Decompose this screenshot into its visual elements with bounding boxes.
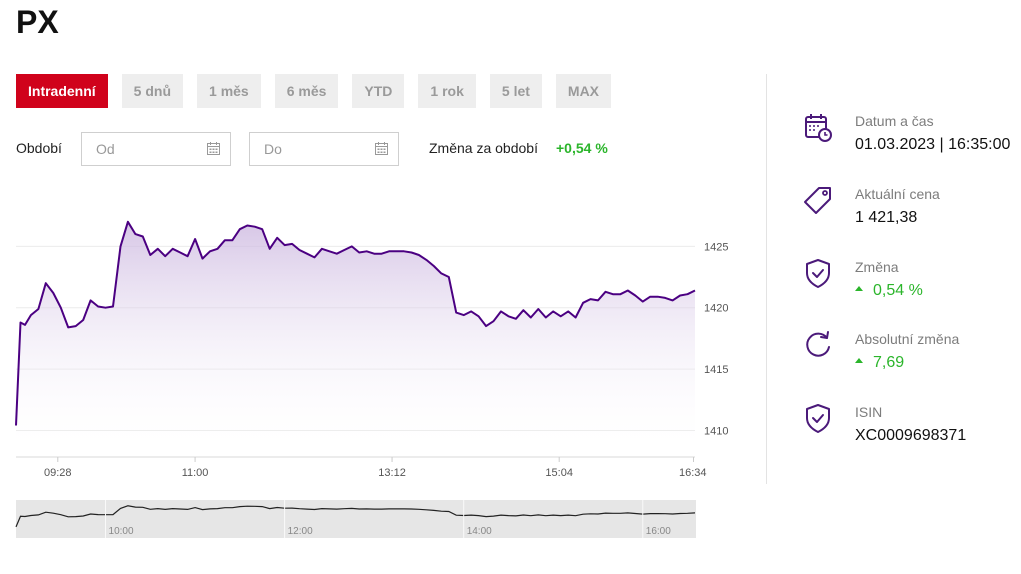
refresh-icon	[806, 331, 830, 357]
date-from-placeholder: Od	[96, 141, 115, 157]
change-value-row: 0,54 %	[855, 282, 923, 300]
period-label: Období	[16, 140, 62, 156]
datetime-label: Datum a čas	[855, 113, 934, 129]
calendar-clock-icon	[805, 114, 832, 142]
isin-value: XC0009698371	[855, 427, 967, 444]
y-axis: 1410 1415 1420 1425	[704, 241, 728, 437]
navigator-tick-label: 12:00	[288, 526, 313, 537]
up-triangle-icon	[855, 358, 863, 364]
y-tick-label: 1425	[704, 241, 728, 253]
price-area	[16, 221, 695, 455]
price-chart[interactable]: 1410 1415 1420 1425 09:28 11:00 13:12 15:04 16:…	[0, 180, 730, 550]
navigator-tick-label: 16:00	[646, 526, 671, 537]
y-tick-label: 1410	[704, 425, 728, 437]
abs-change-label: Absolutní změna	[855, 331, 960, 347]
info-datetime: Datum a čas 01.03.2023 | 16:35:00	[800, 113, 1021, 173]
calendar-icon[interactable]	[207, 142, 220, 155]
navigator-tick-label: 10:00	[109, 526, 134, 537]
panel-divider	[766, 74, 767, 484]
date-from-input[interactable]: Od	[81, 132, 231, 166]
date-to-input[interactable]: Do	[249, 132, 399, 166]
abs-change-value: 7,69	[873, 354, 905, 371]
period-filter: Období Od Do Změna za období +0,54 %	[16, 132, 716, 166]
y-tick-label: 1420	[704, 303, 728, 315]
period-change-label: Změna za období	[429, 140, 538, 156]
x-tick-label: 15:04	[545, 467, 573, 479]
range-navigator[interactable]: 10:00 12:00 14:00 16:00	[15, 500, 696, 538]
price-tag-icon	[804, 187, 831, 214]
y-tick-label: 1415	[704, 364, 728, 376]
price-label: Aktuální cena	[855, 186, 940, 202]
calendar-icon[interactable]	[375, 142, 388, 155]
tab-5-years[interactable]: 5 let	[489, 74, 542, 108]
x-tick-label: 11:00	[182, 467, 209, 479]
tab-5-days[interactable]: 5 dnů	[121, 74, 184, 108]
up-triangle-icon	[855, 286, 863, 292]
navigator-line	[15, 505, 696, 528]
isin-label: ISIN	[855, 404, 883, 420]
datetime-value: 01.03.2023 | 16:35:00	[855, 136, 1011, 153]
change-label: Změna	[855, 259, 899, 275]
tab-1-month[interactable]: 1 měs	[197, 74, 261, 108]
shield-check-icon	[806, 259, 830, 288]
tab-1-year[interactable]: 1 rok	[418, 74, 476, 108]
page-title: PX	[16, 4, 59, 40]
info-price: Aktuální cena 1 421,38	[800, 186, 1021, 246]
tab-ytd[interactable]: YTD	[352, 74, 405, 108]
range-tabs: Intradenní 5 dnů 1 měs 6 měs YTD 1 rok 5…	[16, 74, 612, 108]
tab-6-months[interactable]: 6 měs	[274, 74, 339, 108]
navigator-tick-label: 14:00	[467, 526, 492, 537]
period-change-value: +0,54 %	[556, 140, 608, 156]
shield-check-icon	[806, 404, 830, 433]
x-tick-label: 13:12	[378, 467, 406, 479]
navigator-axis: 10:00 12:00 14:00 16:00	[105, 500, 671, 538]
change-value: 0,54 %	[873, 282, 923, 299]
price-line	[15, 220, 696, 426]
tab-max[interactable]: MAX	[555, 74, 612, 108]
info-abs-change: Absolutní změna 7,69	[800, 331, 1021, 391]
price-value: 1 421,38	[855, 209, 918, 226]
info-change: Změna 0,54 %	[800, 259, 1021, 319]
info-isin: ISIN XC0009698371	[800, 404, 1021, 464]
x-tick-label: 09:28	[44, 467, 72, 479]
tab-intraday[interactable]: Intradenní	[16, 74, 108, 108]
date-to-placeholder: Do	[264, 141, 282, 157]
x-tick-label: 16:34	[679, 467, 707, 479]
x-axis: 09:28 11:00 13:12 15:04 16:34	[44, 457, 707, 479]
abs-change-value-row: 7,69	[855, 354, 904, 372]
